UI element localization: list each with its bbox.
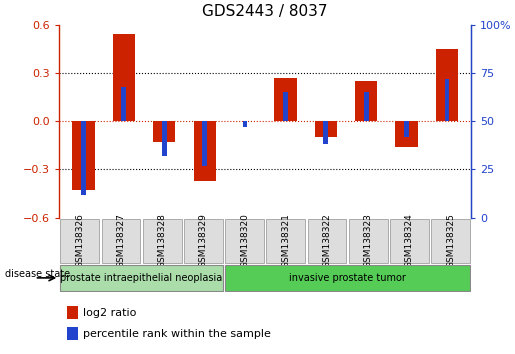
Bar bbox=[194, 121, 216, 181]
Bar bbox=[315, 121, 337, 137]
Bar bbox=[355, 81, 377, 121]
FancyBboxPatch shape bbox=[101, 219, 141, 263]
Bar bbox=[364, 92, 369, 121]
Bar bbox=[153, 121, 175, 142]
FancyBboxPatch shape bbox=[60, 219, 99, 263]
FancyBboxPatch shape bbox=[431, 219, 470, 263]
Text: disease state: disease state bbox=[5, 269, 70, 279]
FancyBboxPatch shape bbox=[266, 219, 305, 263]
FancyBboxPatch shape bbox=[60, 265, 223, 291]
Bar bbox=[67, 327, 78, 340]
Text: GSM138329: GSM138329 bbox=[199, 213, 208, 268]
FancyBboxPatch shape bbox=[143, 219, 182, 263]
Bar bbox=[243, 121, 247, 127]
Text: GSM138320: GSM138320 bbox=[240, 213, 249, 268]
FancyBboxPatch shape bbox=[225, 265, 470, 291]
Bar bbox=[162, 121, 167, 156]
Bar bbox=[202, 121, 207, 166]
Text: prostate intraepithelial neoplasia: prostate intraepithelial neoplasia bbox=[60, 273, 223, 283]
FancyBboxPatch shape bbox=[225, 219, 264, 263]
Text: GSM138324: GSM138324 bbox=[405, 213, 414, 268]
Bar bbox=[323, 121, 328, 144]
FancyBboxPatch shape bbox=[390, 219, 429, 263]
Text: GSM138328: GSM138328 bbox=[158, 213, 167, 268]
FancyBboxPatch shape bbox=[307, 219, 347, 263]
Bar bbox=[67, 307, 78, 319]
Text: percentile rank within the sample: percentile rank within the sample bbox=[83, 329, 271, 338]
Bar bbox=[436, 49, 458, 121]
Text: invasive prostate tumor: invasive prostate tumor bbox=[289, 273, 406, 283]
Bar bbox=[274, 78, 297, 121]
Text: GSM138323: GSM138323 bbox=[364, 213, 373, 268]
Text: GSM138325: GSM138325 bbox=[446, 213, 455, 268]
Bar bbox=[122, 86, 126, 121]
Text: GSM138326: GSM138326 bbox=[75, 213, 84, 268]
Text: GSM138322: GSM138322 bbox=[322, 213, 332, 268]
Text: log2 ratio: log2 ratio bbox=[83, 308, 136, 318]
Bar bbox=[81, 121, 86, 195]
Title: GDS2443 / 8037: GDS2443 / 8037 bbox=[202, 5, 328, 19]
Bar bbox=[444, 79, 450, 121]
FancyBboxPatch shape bbox=[184, 219, 223, 263]
Bar bbox=[72, 121, 95, 190]
Bar bbox=[113, 34, 135, 121]
FancyBboxPatch shape bbox=[349, 219, 388, 263]
Text: GSM138327: GSM138327 bbox=[116, 213, 126, 268]
Bar bbox=[283, 92, 288, 121]
Text: GSM138321: GSM138321 bbox=[281, 213, 290, 268]
Bar bbox=[404, 121, 409, 137]
Bar bbox=[396, 121, 418, 147]
